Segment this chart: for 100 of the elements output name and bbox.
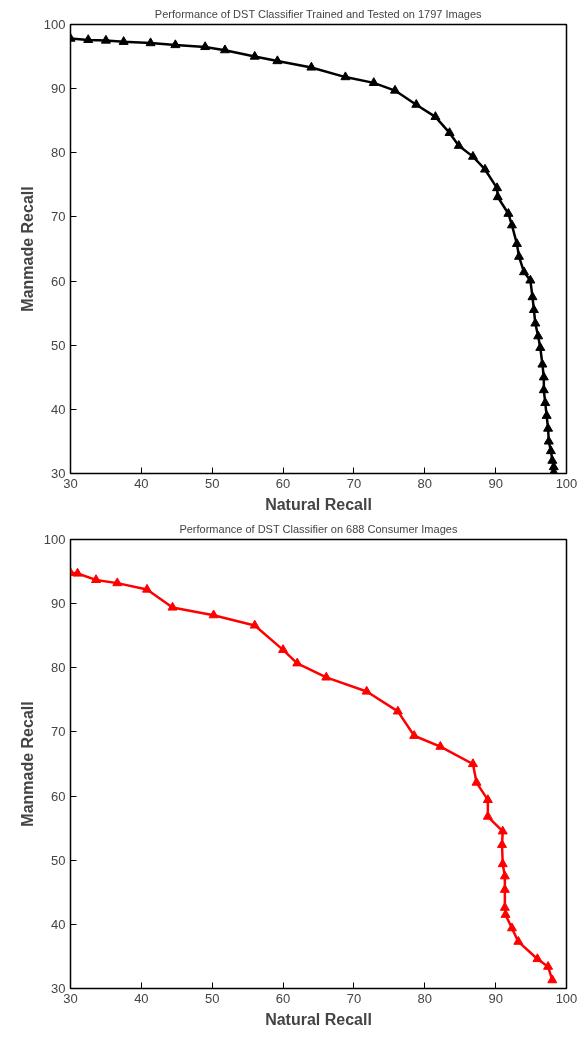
point [535, 342, 546, 351]
point [514, 251, 525, 260]
x-tick-label: 70 [346, 475, 362, 491]
point [467, 150, 478, 160]
point [430, 111, 441, 120]
point [91, 574, 102, 584]
y-tick-label: 100 [43, 532, 66, 547]
y-tick-label: 90 [51, 81, 66, 97]
point [533, 330, 544, 340]
point [411, 98, 422, 108]
point [532, 953, 543, 963]
point [506, 219, 517, 229]
point [435, 740, 446, 750]
point [543, 961, 554, 970]
point [538, 371, 549, 381]
point [368, 77, 379, 86]
point [528, 304, 539, 314]
y-tick-label: 70 [51, 209, 66, 225]
point [112, 577, 123, 587]
chart-title: Performance of DST Classifier on 688 Consumer Images [179, 522, 458, 535]
point [506, 922, 517, 932]
y-tick-label: 40 [51, 401, 66, 417]
point [499, 870, 510, 880]
point [453, 140, 464, 149]
point [545, 445, 556, 455]
y-tick-label: 60 [51, 273, 66, 289]
x-tick-label: 60 [275, 475, 291, 491]
point [511, 238, 522, 247]
y-tick-label: 50 [51, 852, 66, 868]
point [513, 935, 524, 945]
x-tick-label: 50 [204, 990, 220, 1006]
point [361, 685, 372, 695]
point [543, 422, 554, 432]
x-tick-label: 40 [134, 475, 149, 491]
point [100, 34, 111, 44]
point [83, 34, 94, 43]
point [278, 644, 289, 653]
x-tick-label: 60 [275, 990, 291, 1006]
point [249, 619, 260, 629]
y-tick-label: 90 [51, 596, 66, 612]
point [480, 163, 491, 173]
point [537, 358, 548, 368]
point [219, 44, 230, 54]
y-axis-title: Manmade Recall [18, 186, 36, 312]
x-tick-label: 100 [555, 990, 578, 1006]
x-tick-label: 80 [417, 475, 433, 491]
point [390, 84, 401, 94]
point [142, 583, 153, 593]
point [321, 671, 332, 681]
y-axis-title: Manmade Recall [18, 701, 36, 827]
point [170, 39, 181, 49]
y-tick-label: 40 [51, 916, 66, 932]
point [500, 909, 511, 918]
point [444, 127, 455, 136]
point [306, 61, 317, 71]
point [547, 974, 558, 984]
x-axis-title: Natural Recall [265, 1010, 372, 1028]
point [482, 794, 493, 804]
point [200, 41, 211, 51]
point [503, 208, 514, 217]
x-tick-label: 70 [346, 990, 362, 1006]
point [409, 730, 420, 739]
point [145, 37, 156, 47]
point [497, 858, 508, 868]
point [497, 825, 508, 835]
point [547, 454, 558, 464]
x-tick-label: 50 [204, 475, 220, 491]
y-tick-label: 80 [51, 660, 66, 676]
x-axis-title: Natural Recall [265, 495, 372, 513]
point [471, 776, 482, 786]
point [527, 291, 538, 301]
point [272, 55, 283, 65]
x-tick-label: 40 [134, 990, 149, 1006]
x-tick-label: 80 [417, 990, 433, 1006]
point [467, 758, 478, 768]
y-tick-label: 60 [51, 788, 66, 804]
point [392, 705, 403, 715]
x-tick-label: 90 [488, 475, 503, 491]
point [540, 397, 551, 407]
point [492, 182, 503, 192]
point [518, 266, 529, 276]
point [340, 71, 351, 81]
point [543, 435, 554, 445]
point [525, 274, 536, 284]
point [292, 657, 303, 667]
point [499, 884, 510, 893]
point [118, 36, 129, 45]
point [167, 601, 178, 611]
point [72, 567, 83, 577]
y-tick-label: 100 [43, 17, 66, 32]
x-tick-label: 90 [488, 990, 503, 1006]
point [541, 410, 552, 419]
y-tick-label: 70 [51, 724, 66, 740]
y-tick-label: 80 [51, 145, 66, 161]
point [249, 50, 260, 60]
point [492, 191, 503, 201]
point [208, 609, 219, 619]
x-tick-label: 100 [555, 475, 578, 491]
chart-title: Performance of DST Classifier Trained and Tested on 1797 Images [154, 7, 483, 20]
y-tick-label: 50 [51, 337, 66, 353]
